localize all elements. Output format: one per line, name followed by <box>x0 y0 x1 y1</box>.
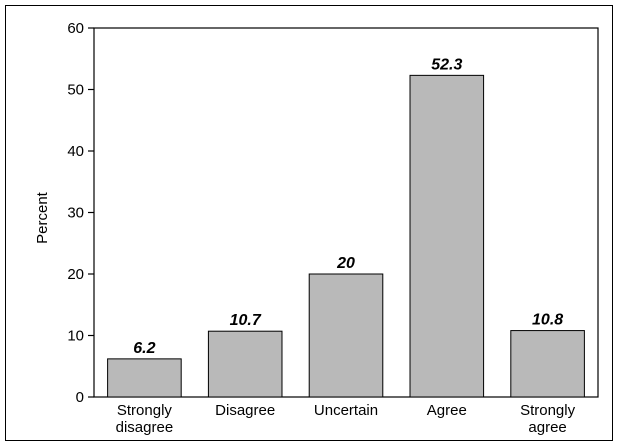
data-label: 10.8 <box>532 312 563 329</box>
plot-area: 01020304050606.2Stronglydisagree10.7Disa… <box>67 20 599 436</box>
y-tick-label: 30 <box>67 205 84 222</box>
x-tick-label: Agree <box>427 402 467 419</box>
y-tick-label: 0 <box>76 389 84 406</box>
x-tick-label: Strongly <box>520 402 576 419</box>
x-tick-label: Uncertain <box>314 402 378 419</box>
bar <box>207 330 283 398</box>
data-label: 20 <box>336 255 355 272</box>
data-label: 52.3 <box>431 56 462 73</box>
bar <box>510 330 585 398</box>
bar <box>107 358 182 398</box>
y-tick-label: 50 <box>67 82 84 99</box>
bar <box>308 273 384 398</box>
x-tick-label: agree <box>528 419 566 436</box>
x-tick-label: Strongly <box>117 402 173 419</box>
x-tick-label: Disagree <box>215 402 275 419</box>
chart-frame <box>5 5 613 441</box>
y-tick-label: 40 <box>67 143 84 160</box>
data-label: 6.2 <box>133 340 155 357</box>
y-axis-title: Percent <box>34 191 51 244</box>
data-label: 10.7 <box>230 312 262 329</box>
y-tick-label: 60 <box>67 20 84 37</box>
x-tick-label: disagree <box>116 419 174 436</box>
bar <box>409 74 485 398</box>
y-tick-label: 10 <box>67 328 84 345</box>
y-tick-label: 20 <box>67 266 84 283</box>
